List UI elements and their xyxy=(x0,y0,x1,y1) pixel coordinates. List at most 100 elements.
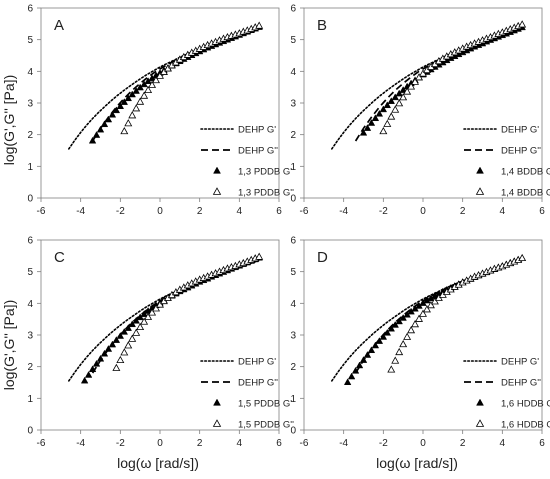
x-tick-label: 4 xyxy=(237,206,243,217)
data-point xyxy=(411,77,420,85)
data-point xyxy=(419,309,427,317)
x-tick-label: -4 xyxy=(76,206,85,217)
x-tick-label: 6 xyxy=(276,206,282,217)
data-point xyxy=(347,372,356,380)
data-point xyxy=(419,69,427,77)
legend-label: 1,5 PDDB G' xyxy=(238,399,292,410)
data-point xyxy=(124,341,133,349)
data-point xyxy=(399,86,407,93)
y-tick-label: 2 xyxy=(27,362,33,373)
data-point xyxy=(124,94,132,102)
x-tick-label: 0 xyxy=(420,206,426,217)
x-tick-label: 4 xyxy=(500,206,506,217)
series-4 xyxy=(387,253,527,373)
x-tick-label: -4 xyxy=(76,438,85,449)
data-point xyxy=(255,252,264,260)
data-point xyxy=(96,125,105,133)
y-tick-label: 0 xyxy=(290,194,296,205)
panel-label: B xyxy=(317,17,327,34)
data-point xyxy=(108,340,117,348)
data-point xyxy=(144,312,153,320)
legend: DEHP G' DEHP G'' 1,5 PDDB G' 1,5 PDDB G'' xyxy=(200,357,294,431)
data-point xyxy=(116,355,125,363)
data-point xyxy=(395,347,404,356)
legend-swatch xyxy=(213,166,221,174)
data-point xyxy=(148,308,157,316)
x-tick-label: 2 xyxy=(460,206,466,217)
x-tick-label: 6 xyxy=(539,438,545,449)
data-point xyxy=(399,93,408,101)
y-tick-label: 5 xyxy=(27,35,33,46)
data-point xyxy=(395,89,403,97)
chart-panel-c: 0 1 2 3 4 5 6 -6 -4 -2 0 2 4 6 C DEHP G' DEHP G'' 1,5 PDD… xyxy=(27,236,294,450)
data-point xyxy=(387,112,396,120)
legend-label: DEHP G' xyxy=(238,125,276,136)
data-point xyxy=(128,111,137,119)
data-point xyxy=(152,76,161,84)
x-tick-label: -4 xyxy=(339,438,348,449)
y-tick-label: 4 xyxy=(27,67,33,78)
data-point xyxy=(80,376,89,384)
data-point xyxy=(343,378,352,386)
data-point xyxy=(116,102,125,109)
data-point xyxy=(132,328,141,336)
y-tick-label: 4 xyxy=(27,299,33,310)
data-point xyxy=(144,85,153,93)
data-point xyxy=(383,101,392,109)
data-point xyxy=(92,131,101,138)
legend-label: DEHP G'' xyxy=(238,146,278,157)
legend-swatch xyxy=(212,419,222,427)
y-tick-label: 2 xyxy=(290,130,296,141)
y-tick-label: 1 xyxy=(27,394,33,405)
series-4 xyxy=(120,21,264,135)
data-point xyxy=(363,124,372,131)
data-point xyxy=(395,99,404,107)
x-tick-label: 4 xyxy=(237,438,243,449)
data-point xyxy=(375,337,384,344)
legend-label: DEHP G' xyxy=(238,357,276,368)
data-point xyxy=(100,349,109,357)
data-point xyxy=(132,104,141,112)
data-point xyxy=(359,128,368,136)
y-tick-label: 3 xyxy=(27,331,33,342)
chart-panel-b: 0 1 2 3 4 5 6 -6 -4 -2 0 2 4 6 B DEHP G' DEHP G'' 1,4 BDD… xyxy=(290,4,550,218)
x-tick-label: -6 xyxy=(300,438,309,449)
x-axis-title-left: log(ω [rad/s]) xyxy=(117,455,199,471)
y-tick-label: 2 xyxy=(290,362,296,373)
y-tick-label: 6 xyxy=(290,236,296,247)
data-point xyxy=(96,354,105,362)
x-tick-label: -2 xyxy=(116,206,125,217)
y-tick-label: 3 xyxy=(290,331,296,342)
data-point xyxy=(426,301,435,309)
data-point xyxy=(355,361,364,369)
plot-area xyxy=(303,7,543,199)
data-point xyxy=(140,317,149,325)
data-point xyxy=(132,87,140,94)
legend-label: 1,4 BDDB G'' xyxy=(501,188,550,199)
legend-label: 1,3 PDDB G' xyxy=(238,167,292,178)
x-tick-label: -2 xyxy=(116,438,125,449)
data-point xyxy=(112,363,121,371)
data-point xyxy=(152,304,161,312)
legend-label: 1,6 HDDB G'' xyxy=(501,399,550,410)
legend-swatch xyxy=(213,398,221,406)
data-point xyxy=(351,366,360,374)
panel-label: C xyxy=(54,249,65,266)
panel-label: D xyxy=(317,249,328,266)
x-tick-label: 6 xyxy=(276,438,282,449)
x-tick-label: 2 xyxy=(460,438,466,449)
data-point xyxy=(140,91,149,99)
y-tick-label: 5 xyxy=(290,267,296,278)
legend-swatch xyxy=(476,398,484,406)
x-tick-label: 0 xyxy=(420,438,426,449)
data-point xyxy=(367,346,376,354)
data-point xyxy=(84,371,93,378)
data-point xyxy=(367,119,376,126)
data-point xyxy=(100,120,109,128)
legend: DEHP G' DEHP G'' 1,3 PDDB G' 1,3 PDDB G'' xyxy=(200,125,294,199)
x-tick-label: 2 xyxy=(197,206,203,217)
y-tick-label: 0 xyxy=(27,426,33,437)
data-point xyxy=(422,305,431,313)
